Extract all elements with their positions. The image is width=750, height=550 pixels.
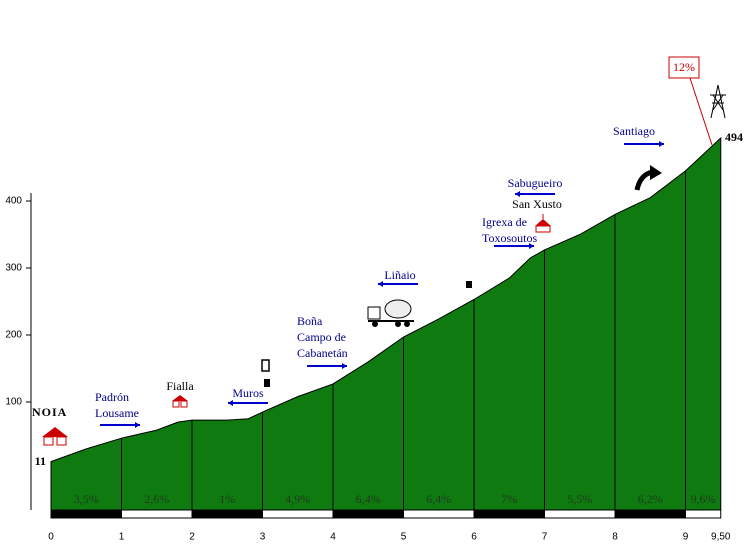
km-stripe <box>332 509 404 519</box>
x-tick-label: 2 <box>189 532 195 543</box>
figure-icon <box>264 379 270 387</box>
max-gradient-pointer <box>689 77 713 146</box>
gradient-label: 7% <box>501 492 517 506</box>
gradient-label: 6,4% <box>426 492 451 506</box>
place-label: Toxosoutos <box>482 231 537 245</box>
y-tick-label: 400 <box>5 196 22 207</box>
place-label: Muros <box>232 386 264 400</box>
direction-arrow-head <box>529 243 534 249</box>
max-gradient-label: 12% <box>673 60 695 74</box>
km-stripe <box>685 509 722 519</box>
turn-arrow-head <box>650 165 662 180</box>
place-label: Santiago <box>613 124 655 138</box>
km-stripe <box>473 509 545 519</box>
direction-arrow-head <box>135 422 140 428</box>
x-tick-label: 8 <box>612 532 618 543</box>
x-tick-label: 0 <box>48 532 54 543</box>
km-stripe <box>544 509 616 519</box>
km-stripe <box>262 509 334 519</box>
km-stripe <box>614 509 686 519</box>
gradient-label: 3,5% <box>74 492 99 506</box>
turn-arrow <box>634 169 653 191</box>
km-stripe <box>121 509 193 519</box>
gradient-label: 9,6% <box>691 492 716 506</box>
place-label: Lousame <box>95 406 139 420</box>
direction-arrow-head <box>378 281 383 287</box>
gradient-label: 1% <box>219 492 235 506</box>
tower-icon <box>710 84 726 119</box>
direction-arrow-head <box>659 141 664 147</box>
gradient-label: 6,2% <box>638 492 663 506</box>
truck-icon <box>367 299 414 327</box>
place-label: NOIA <box>32 405 67 419</box>
y-tick-label: 100 <box>5 397 22 408</box>
direction-arrow-head <box>342 363 347 369</box>
x-tick-label: 1 <box>119 532 125 543</box>
max-gradient-box <box>668 56 700 79</box>
place-label: Padrón <box>95 390 129 404</box>
icons: 12% <box>42 56 726 446</box>
x-tick-label: 3 <box>260 532 266 543</box>
gradient-label: 6,4% <box>356 492 381 506</box>
gradient-label: 2,6% <box>144 492 169 506</box>
pump-icon <box>261 359 270 372</box>
place-label: Boña <box>297 314 323 328</box>
start-elevation: 11 <box>35 454 46 468</box>
km-stripe <box>50 509 122 519</box>
x-tick-label: 9,50 <box>711 532 731 543</box>
church-icon <box>535 214 551 233</box>
x-tick-label: 9 <box>683 532 689 543</box>
x-tick-label: 4 <box>330 532 336 543</box>
direction-arrow-head <box>228 400 233 406</box>
end-elevation: 494 <box>725 130 743 144</box>
house-icon <box>42 427 68 446</box>
km-stripe <box>403 509 475 519</box>
x-tick-label: 7 <box>542 532 548 543</box>
place-label: Cabanetán <box>297 346 348 360</box>
place-label: Fialla <box>166 379 194 393</box>
gradient-label: 5,5% <box>567 492 592 506</box>
direction-arrow-head <box>515 191 520 197</box>
y-tick-label: 300 <box>5 263 22 274</box>
km-stripe <box>191 509 263 519</box>
gradient-label: 4,9% <box>285 492 310 506</box>
figure-icon <box>466 281 472 288</box>
elevation-area <box>50 136 722 511</box>
y-tick-label: 200 <box>5 330 22 341</box>
house-icon <box>172 395 188 408</box>
x-tick-label: 5 <box>401 532 407 543</box>
place-label: San Xusto <box>512 197 562 211</box>
place-label: Igrexa de <box>482 215 527 229</box>
place-label: Liñaio <box>384 268 415 282</box>
x-tick-label: 6 <box>471 532 477 543</box>
place-label: Campo de <box>297 330 346 344</box>
place-label: Sabugueiro <box>508 176 563 190</box>
